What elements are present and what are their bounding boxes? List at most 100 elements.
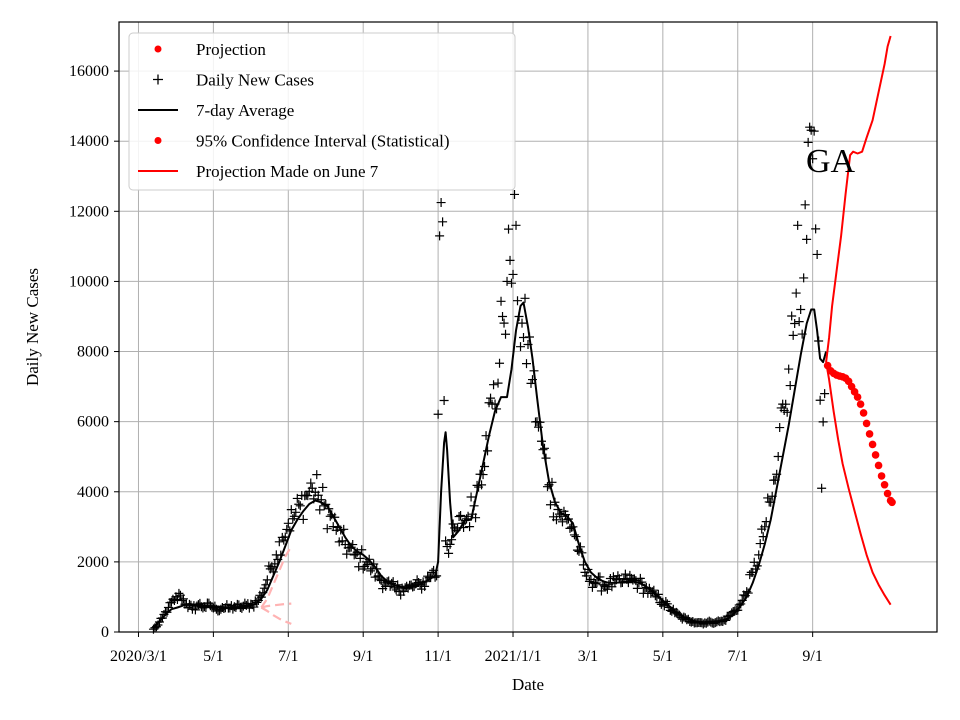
daily-case-point bbox=[584, 576, 594, 586]
daily-case-point bbox=[447, 535, 457, 545]
daily-case-point bbox=[590, 579, 600, 589]
daily-case-point bbox=[802, 234, 812, 244]
daily-case-point bbox=[761, 517, 771, 527]
daily-case-point bbox=[781, 399, 791, 409]
daily-case-point bbox=[465, 522, 475, 532]
daily-case-point bbox=[436, 198, 446, 208]
series-line-95-ci-lower bbox=[825, 361, 892, 606]
legend-label: Daily New Cases bbox=[196, 71, 314, 90]
daily-case-point bbox=[433, 409, 443, 419]
legend-marker bbox=[154, 137, 162, 144]
daily-case-point bbox=[190, 605, 200, 615]
legend-box bbox=[128, 32, 516, 191]
daily-case-point bbox=[456, 510, 466, 520]
y-tick-label: 8000 bbox=[77, 344, 109, 361]
daily-case-point bbox=[787, 311, 797, 321]
plot-area bbox=[148, 35, 896, 634]
daily-case-point bbox=[773, 452, 783, 462]
daily-case-point bbox=[313, 490, 323, 500]
y-axis-label: Daily New Cases bbox=[23, 268, 42, 386]
daily-case-point bbox=[502, 276, 512, 286]
x-tick-label: 11/1 bbox=[424, 648, 452, 665]
daily-case-point bbox=[306, 478, 316, 488]
x-tick-label: 2021/1/1 bbox=[485, 648, 542, 665]
daily-case-point bbox=[818, 417, 828, 427]
series-line-projection-made-on-june-7 bbox=[825, 35, 892, 363]
daily-case-point bbox=[444, 548, 454, 558]
daily-case-point bbox=[315, 505, 325, 515]
projection-point bbox=[874, 461, 883, 470]
daily-case-point bbox=[445, 539, 455, 549]
x-tick-label: 5/1 bbox=[653, 648, 673, 665]
daily-case-point bbox=[438, 217, 448, 227]
daily-case-point bbox=[496, 296, 506, 306]
daily-case-point bbox=[375, 574, 385, 584]
daily-case-point bbox=[495, 358, 505, 368]
daily-case-point bbox=[435, 231, 445, 241]
daily-case-point bbox=[303, 491, 313, 501]
x-axis-label: Date bbox=[512, 675, 544, 694]
daily-case-point bbox=[794, 317, 804, 327]
daily-case-point bbox=[504, 224, 514, 234]
x-tick-label: 5/1 bbox=[203, 648, 223, 665]
y-tick-label: 4000 bbox=[77, 484, 109, 501]
series-line-early-projection-band-upper- bbox=[260, 545, 293, 609]
daily-case-point bbox=[355, 553, 365, 563]
daily-case-point bbox=[800, 200, 810, 210]
daily-case-point bbox=[526, 378, 536, 388]
daily-case-point bbox=[796, 304, 806, 314]
x-tick-label: 2020/3/1 bbox=[110, 648, 167, 665]
daily-case-point bbox=[520, 293, 530, 303]
daily-case-point bbox=[486, 393, 496, 403]
projection-point bbox=[877, 472, 886, 480]
daily-case-point bbox=[799, 273, 809, 283]
legend-label: Projection Made on June 7 bbox=[196, 162, 379, 181]
y-tick-label: 6000 bbox=[77, 414, 109, 431]
legend-label: 7-day Average bbox=[196, 101, 294, 120]
y-tick-label: 12000 bbox=[69, 203, 109, 220]
daily-case-point bbox=[760, 522, 770, 532]
plot-frame bbox=[118, 21, 938, 633]
daily-case-point bbox=[499, 318, 509, 328]
state-annotation: GA bbox=[806, 143, 856, 180]
legend: Projection Daily New Cases 7-day Average 95… bbox=[128, 32, 516, 191]
daily-case-point bbox=[784, 364, 794, 374]
daily-case-point bbox=[289, 511, 299, 521]
daily-case-point bbox=[511, 220, 521, 230]
legend-label: 95% Confidence Interval (Statistical) bbox=[196, 132, 450, 151]
daily-case-point bbox=[820, 389, 830, 399]
projection-point bbox=[856, 400, 865, 408]
daily-case-point bbox=[803, 137, 813, 147]
y-tick-label: 0 bbox=[101, 624, 109, 641]
legend-marker bbox=[154, 45, 162, 53]
x-tick-label: 3/1 bbox=[578, 648, 598, 665]
projection-point bbox=[883, 489, 892, 498]
daily-case-point bbox=[510, 189, 520, 199]
projection-dots bbox=[823, 361, 896, 507]
daily-case-point bbox=[505, 255, 515, 265]
daily-case-point bbox=[298, 514, 308, 524]
daily-case-point bbox=[312, 470, 322, 480]
daily-case-point bbox=[788, 330, 798, 340]
daily-case-point bbox=[295, 501, 305, 511]
daily-case-point bbox=[318, 482, 328, 492]
daily-case-point bbox=[522, 359, 532, 369]
daily-case-point bbox=[596, 586, 606, 596]
daily-case-point bbox=[439, 395, 449, 405]
daily-case-point bbox=[357, 545, 367, 555]
daily-case-point bbox=[493, 378, 503, 388]
daily-case-point bbox=[498, 311, 508, 321]
projection-point bbox=[880, 480, 889, 489]
x-tick-label: 9/1 bbox=[353, 648, 373, 665]
daily-case-point bbox=[174, 588, 184, 598]
daily-case-point bbox=[466, 492, 476, 502]
daily-case-point bbox=[501, 329, 511, 339]
daily-case-point bbox=[178, 594, 188, 604]
daily-case-point bbox=[483, 446, 493, 456]
daily-case-point bbox=[557, 517, 567, 527]
daily-case-point bbox=[262, 575, 272, 585]
y-tick-label: 16000 bbox=[69, 63, 109, 80]
daily-case-point bbox=[283, 518, 293, 528]
projection-point bbox=[868, 440, 877, 449]
legend-marker bbox=[153, 74, 163, 85]
